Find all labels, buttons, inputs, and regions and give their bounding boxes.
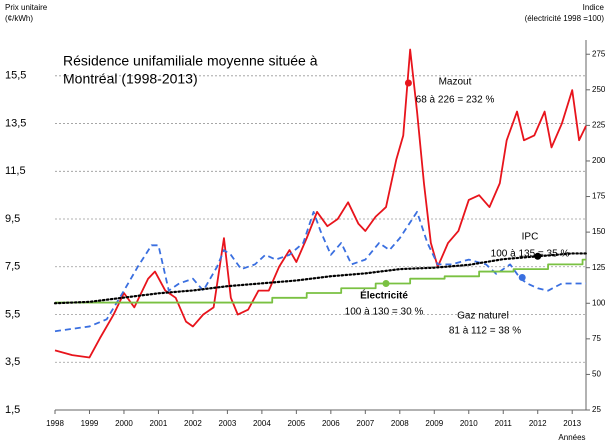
y-tick-label: 13,5	[5, 117, 26, 129]
x-tick-label: 2002	[184, 419, 202, 428]
x-tick-label: 2005	[287, 419, 305, 428]
y2-axis-label: Indice	[583, 3, 605, 12]
y-axis-label: Prix unitaire	[5, 3, 48, 12]
y-tick-label: 7,5	[5, 261, 20, 273]
x-tick-label: 2007	[356, 419, 374, 428]
series-line	[54, 210, 586, 333]
y2-tick-label: 225	[592, 120, 606, 129]
y2-tick-label: 75	[592, 334, 601, 343]
y2-tick-label: 100	[592, 298, 606, 307]
y-tick-label: 3,5	[5, 356, 20, 368]
y2-tick-label: 125	[592, 263, 606, 272]
x-tick-label: 2003	[219, 419, 237, 428]
x-tick-label: 2000	[115, 419, 133, 428]
y2-tick-label: 250	[592, 85, 606, 94]
annotation-marker	[382, 279, 390, 287]
x-tick-label: 2008	[391, 419, 409, 428]
y2-tick-label: 200	[592, 156, 606, 165]
x-tick-label: 2012	[529, 419, 547, 428]
annotation: 81 à 112 = 38 %	[449, 326, 521, 337]
y-tick-label: 11,5	[5, 165, 26, 177]
annotation-marker	[404, 79, 412, 87]
y-tick-label: 1,5	[5, 404, 20, 416]
y2-tick-label: 150	[592, 227, 606, 236]
y2-tick-label: 25	[592, 405, 601, 414]
x-tick-label: 2006	[322, 419, 340, 428]
annotation: Électricité	[360, 289, 408, 302]
annotation-marker	[534, 252, 542, 260]
annotation: 100 à 135 = 35 %	[491, 249, 570, 260]
x-axis-label: Années	[558, 433, 585, 442]
chart-title: Résidence unifamiliale moyenne située à	[63, 53, 318, 69]
annotation: IPC	[522, 232, 539, 243]
x-tick-label: 2001	[150, 419, 168, 428]
y-axis-label: (¢/kWh)	[5, 14, 33, 23]
y-tick-label: 15,5	[5, 70, 26, 82]
x-tick-label: 2013	[563, 419, 581, 428]
x-tick-label: 1998	[46, 419, 64, 428]
series-line	[55, 258, 586, 304]
x-tick-label: 2011	[495, 419, 513, 428]
y2-tick-label: 50	[592, 370, 601, 379]
annotation-marker	[518, 274, 526, 282]
annotation: 68 à 226 = 232 %	[416, 95, 495, 106]
chart-title: Montréal (1998-2013)	[63, 71, 198, 87]
annotation: 100 à 130 = 30 %	[345, 307, 424, 318]
series-line	[53, 252, 588, 305]
x-tick-label: 2004	[253, 419, 271, 428]
annotation: Gaz naturel	[457, 311, 509, 322]
y-tick-label: 5,5	[5, 308, 20, 320]
x-tick-label: 1999	[81, 419, 99, 428]
x-tick-label: 2010	[460, 419, 478, 428]
y-tick-label: 9,5	[5, 213, 20, 225]
y2-tick-label: 275	[592, 49, 606, 58]
y2-axis-label: (électricité 1998 =100)	[525, 14, 605, 23]
x-tick-label: 2009	[425, 419, 443, 428]
y2-tick-label: 175	[592, 192, 606, 201]
annotation: Mazout	[439, 77, 472, 88]
